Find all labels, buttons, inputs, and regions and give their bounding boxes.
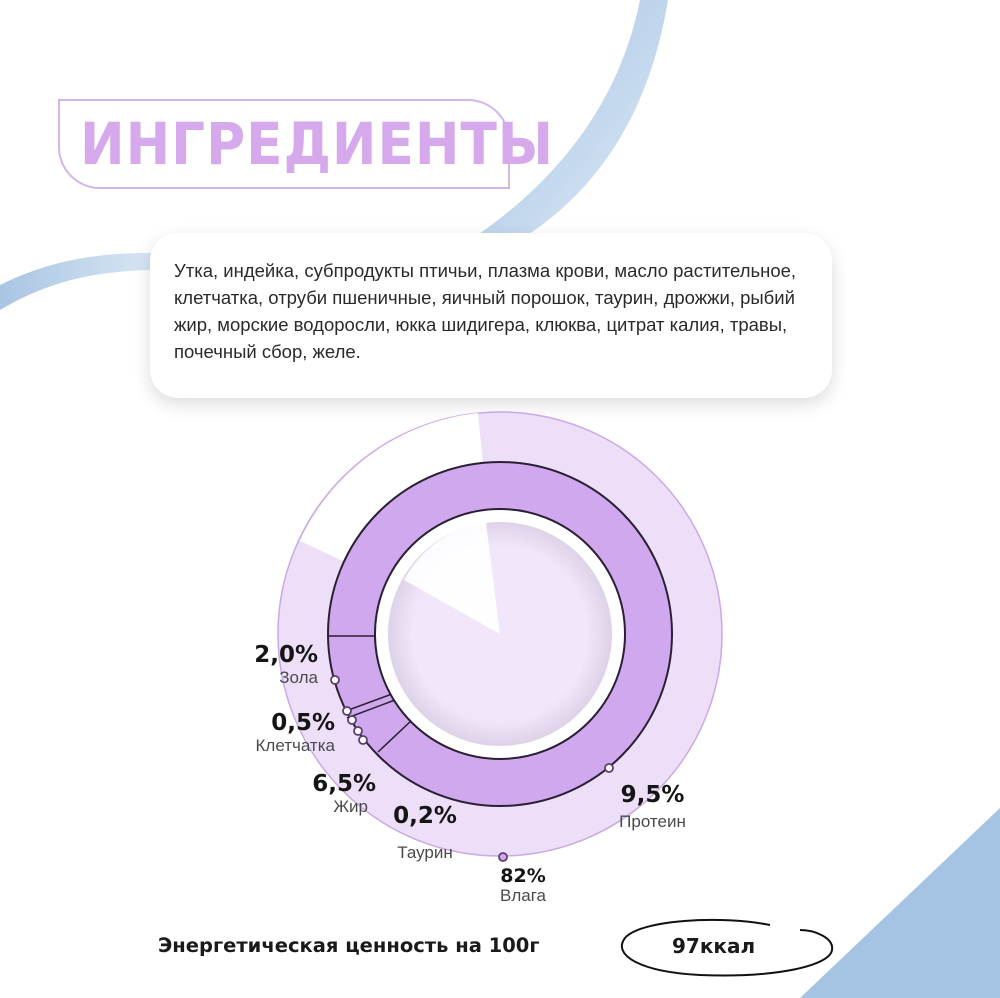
fiber-name: Клетчатка — [255, 736, 336, 755]
ash-name: Зола — [279, 668, 318, 687]
marker-protein — [604, 763, 614, 773]
marker-fiber-1 — [342, 706, 352, 716]
energy-value: 97ккал — [672, 934, 756, 958]
ash-percent: 2,0% — [254, 642, 318, 668]
label-moisture: 82% Влага — [478, 866, 568, 906]
energy-label: Энергетическая ценность на 100г — [158, 934, 540, 957]
blue-swoosh-left — [0, 252, 160, 310]
moisture-name: Влага — [500, 886, 546, 905]
ingredients-card: Утка, индейка, субпродукты птичьи, плазм… — [150, 233, 832, 398]
title-frame — [58, 99, 510, 189]
ingredients-text: Утка, индейка, субпродукты птичьи, плазм… — [174, 260, 797, 362]
fiber-percent: 0,5% — [271, 710, 335, 736]
blue-swoosh-top — [470, 0, 668, 240]
fat-percent: 6,5% — [312, 771, 376, 797]
marker-taurine — [358, 735, 368, 745]
page-title: ИНГРЕДИЕНТЫ — [80, 110, 554, 178]
marker-moisture — [498, 852, 508, 862]
segment-divider — [346, 699, 396, 719]
label-ash: 2,0% Зола — [218, 642, 318, 688]
taurine-percent: 0,2% — [393, 803, 457, 829]
protein-percent: 9,5% — [620, 782, 685, 808]
taurine-name: Таурин — [397, 843, 453, 862]
center-highlight-wedge — [404, 522, 500, 634]
fat-name: Жир — [333, 797, 368, 816]
blue-triangle-corner — [800, 808, 1000, 998]
marker-fiber-2 — [347, 715, 357, 725]
label-protein: 9,5% Протеин — [605, 782, 700, 832]
label-taurine: 0,2% Таурин — [380, 803, 470, 863]
energy-oval — [620, 918, 834, 977]
marker-ash — [330, 675, 340, 685]
marker-fat — [353, 726, 363, 736]
protein-name: Протеин — [619, 812, 686, 831]
segment-divider — [377, 719, 413, 753]
label-fat: 6,5% Жир — [276, 771, 376, 817]
label-fiber: 0,5% Клетчатка — [200, 710, 336, 756]
moisture-percent: 82% — [500, 865, 546, 887]
